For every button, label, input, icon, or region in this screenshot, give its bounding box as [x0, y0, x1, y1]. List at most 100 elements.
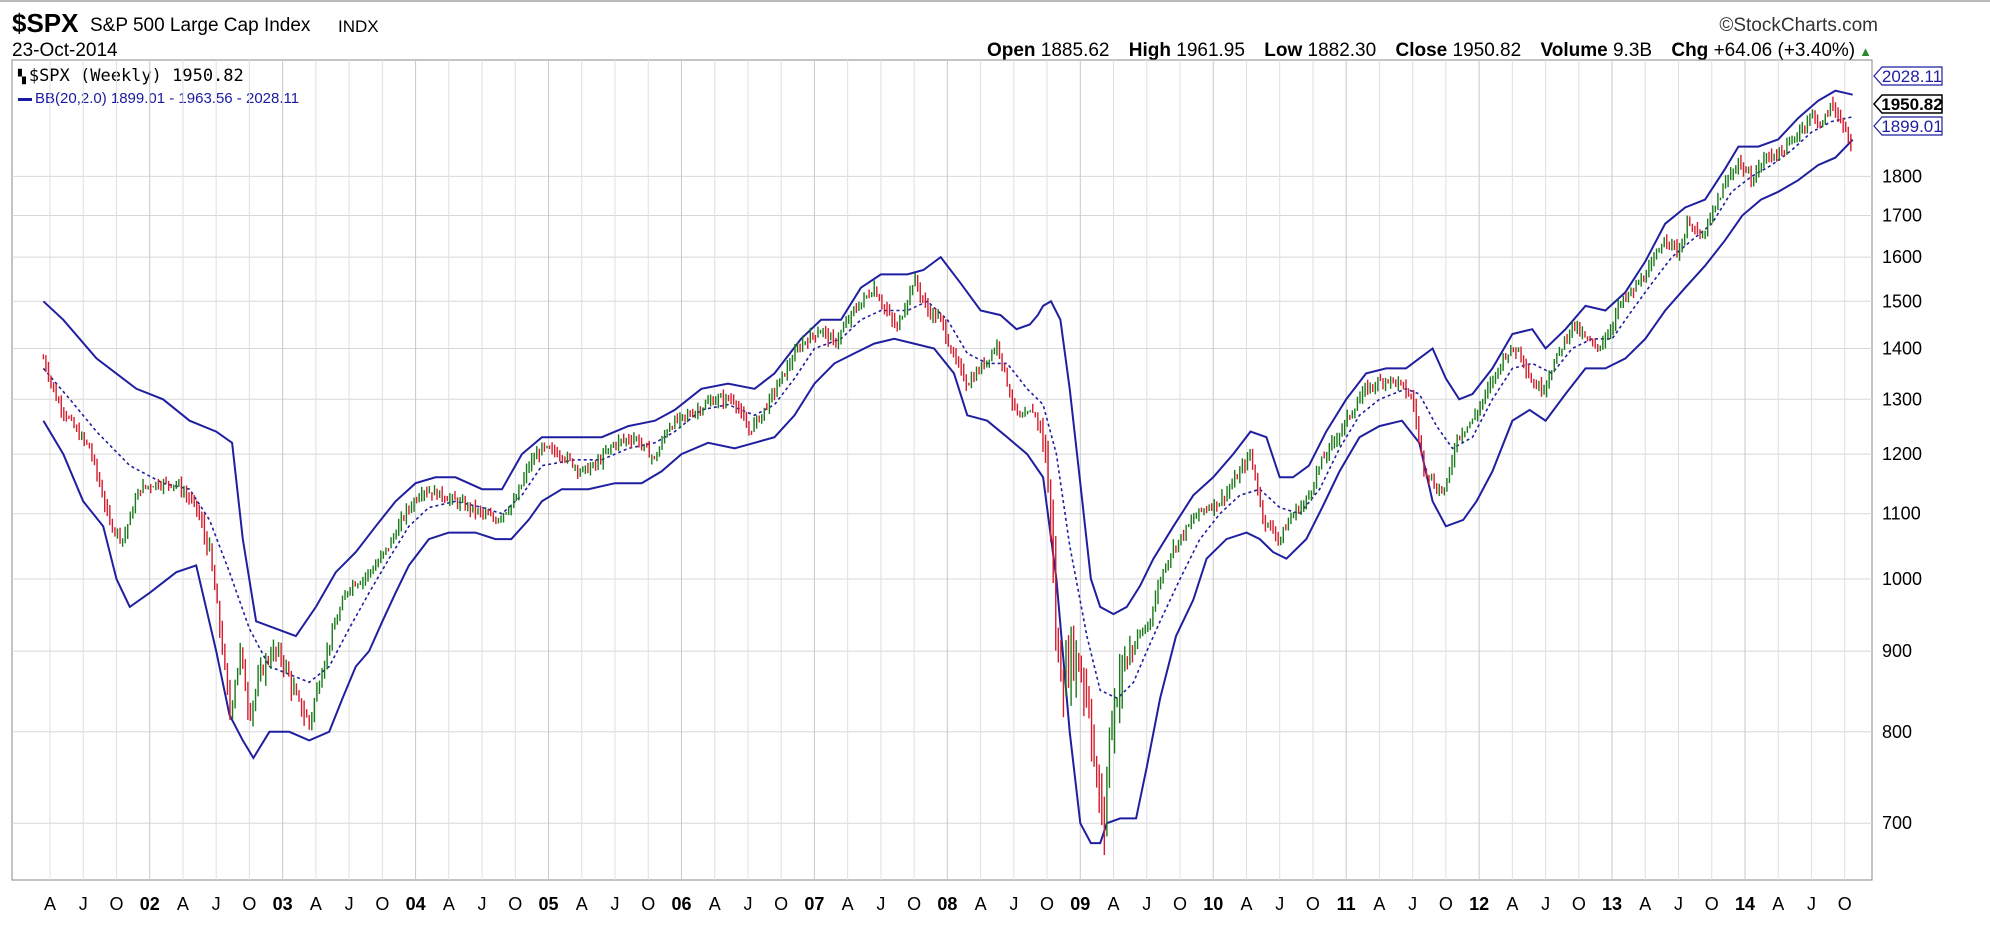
y-tick-label: 1400	[1882, 339, 1922, 359]
plot-frame	[11, 59, 1873, 881]
x-tick-label: 02	[140, 894, 160, 914]
up-arrow-icon: ▲	[1859, 44, 1872, 59]
x-tick-label: A	[1240, 894, 1252, 914]
y-tick-label: 900	[1882, 641, 1912, 661]
x-tick-label: O	[1306, 894, 1320, 914]
legend-price-text: $SPX (Weekly) 1950.82	[28, 66, 244, 86]
high-label: High	[1128, 40, 1171, 61]
x-tick-label: O	[641, 894, 655, 914]
close-label: Close	[1395, 40, 1448, 61]
volume-value: 9.3B	[1612, 40, 1653, 61]
x-tick-label: A	[576, 894, 588, 914]
y-tick-label: 1600	[1882, 247, 1922, 267]
x-tick-label: O	[1040, 894, 1054, 914]
x-tick-label: A	[1772, 894, 1784, 914]
x-tick-label: O	[242, 894, 256, 914]
low-label: Low	[1264, 40, 1303, 61]
legend-price: ▚ $SPX (Weekly) 1950.82	[18, 66, 244, 86]
close-value: 1950.82	[1452, 40, 1522, 61]
price-tag	[1873, 116, 1943, 136]
x-tick-label: A	[1639, 894, 1651, 914]
x-tick-label: O	[375, 894, 389, 914]
volume-label: Volume	[1540, 40, 1608, 61]
x-tick-label: 08	[937, 894, 957, 914]
x-tick-label: A	[44, 894, 56, 914]
symbol: $SPX	[12, 8, 79, 38]
x-tick-label: J	[345, 894, 354, 914]
price-tag-label: 1950.82	[1881, 95, 1942, 114]
index-description: S&P 500 Large Cap Index	[90, 15, 311, 36]
x-tick-label: J	[478, 894, 487, 914]
x-tick-label: 14	[1735, 894, 1755, 914]
x-tick-label: J	[212, 894, 221, 914]
x-tick-label: J	[611, 894, 620, 914]
x-tick-label: 06	[671, 894, 691, 914]
x-tick-label: A	[1506, 894, 1518, 914]
y-tick-label: 1300	[1882, 389, 1922, 409]
y-tick-label: 1700	[1882, 206, 1922, 226]
x-tick-label: 11	[1337, 894, 1356, 914]
brand-watermark: ©StockCharts.com	[1719, 15, 1878, 36]
high-value: 1961.95	[1176, 40, 1245, 61]
x-tick-label: A	[975, 894, 987, 914]
y-tick-label: 1000	[1882, 569, 1922, 589]
x-tick-label: 04	[406, 894, 426, 914]
x-tick-label: J	[1807, 894, 1816, 914]
x-tick-label: 12	[1469, 894, 1489, 914]
x-tick-label: J	[743, 894, 752, 914]
x-tick-label: 10	[1203, 894, 1223, 914]
price-tag-label: 1899.01	[1881, 117, 1942, 136]
x-tick-label: 03	[273, 894, 293, 914]
x-tick-label: J	[1674, 894, 1683, 914]
chg-value: +64.06 (+3.40%)	[1713, 40, 1856, 61]
legend-bollinger: BB(20,2.0) 1899.01 - 1963.56 - 2028.11	[18, 90, 299, 107]
x-tick-label: O	[1705, 894, 1719, 914]
y-tick-label: 1500	[1882, 291, 1922, 311]
x-tick-label: O	[1439, 894, 1453, 914]
bollinger-band-line	[42, 116, 1853, 700]
x-tick-label: J	[1142, 894, 1151, 914]
chg-label: Chg	[1671, 40, 1709, 61]
x-tick-label: 05	[539, 894, 559, 914]
y-tick-label: 800	[1882, 722, 1912, 742]
bollinger-band-line	[42, 139, 1854, 845]
y-tick-label: 1200	[1882, 444, 1922, 464]
x-tick-label: A	[310, 894, 322, 914]
price-tag-label: 2028.11	[1882, 67, 1942, 86]
x-tick-label: A	[1108, 894, 1120, 914]
ohlc-bar-icon: ▚	[18, 70, 26, 85]
y-tick-label: 1800	[1882, 166, 1922, 186]
y-tick-label: 700	[1882, 813, 1912, 833]
x-tick-label: A	[842, 894, 854, 914]
bollinger-band-line	[42, 89, 1853, 638]
x-tick-label: J	[1009, 894, 1018, 914]
x-tick-label: J	[79, 894, 88, 914]
exchange-code: INDX	[338, 17, 379, 36]
x-tick-label: 13	[1602, 894, 1622, 914]
ohlc-summary: Open 1885.62 High 1961.95 Low 1882.30 Cl…	[987, 40, 1872, 62]
x-tick-label: O	[1173, 894, 1187, 914]
chart-date: 23-Oct-2014	[12, 40, 118, 61]
x-tick-label: O	[774, 894, 788, 914]
x-tick-label: O	[907, 894, 921, 914]
x-tick-label: A	[443, 894, 455, 914]
x-tick-label: J	[1408, 894, 1417, 914]
x-tick-label: A	[177, 894, 189, 914]
x-tick-label: O	[1838, 894, 1852, 914]
price-tag	[1872, 94, 1943, 114]
x-tick-label: 09	[1070, 894, 1090, 914]
top-border	[0, 0, 1990, 2]
open-label: Open	[986, 40, 1036, 61]
low-value: 1882.30	[1307, 40, 1377, 61]
x-tick-label: J	[1541, 894, 1550, 914]
x-tick-label: O	[508, 894, 522, 914]
line-swatch-icon	[18, 97, 32, 101]
legend-bb-text: BB(20,2.0) 1899.01 - 1963.56 - 2028.11	[35, 90, 300, 107]
x-tick-label: O	[109, 894, 123, 914]
x-tick-label: J	[876, 894, 885, 914]
price-tag	[1873, 66, 1943, 86]
x-tick-label: 07	[804, 894, 824, 914]
x-tick-label: A	[709, 894, 721, 914]
y-tick-label: 1100	[1882, 504, 1921, 524]
